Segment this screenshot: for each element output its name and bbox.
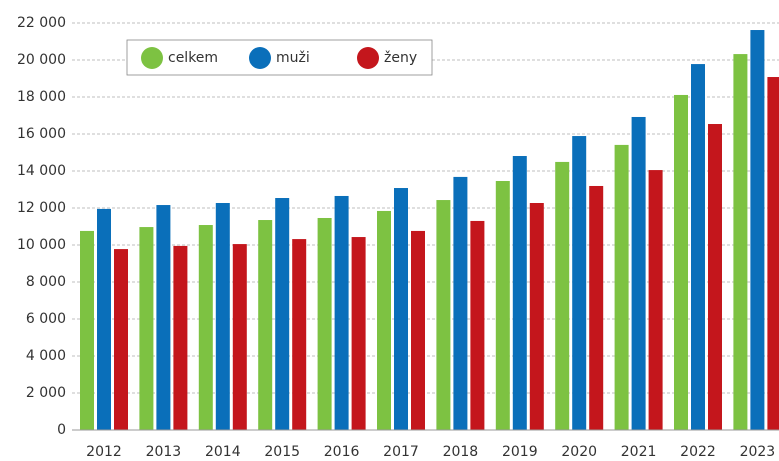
- bar: [572, 136, 587, 430]
- y-tick-label: 4 000: [26, 348, 66, 364]
- legend-box: [126, 39, 433, 76]
- x-tick-label: 2019: [502, 444, 538, 460]
- y-tick-label: 8 000: [26, 274, 66, 290]
- legend-label: celkem: [168, 50, 218, 66]
- x-tick-label: 2018: [443, 444, 479, 460]
- bar: [258, 220, 273, 430]
- bar: [292, 239, 307, 430]
- bar: [114, 249, 128, 430]
- x-tick-label: 2020: [561, 444, 597, 460]
- bar: [198, 225, 213, 430]
- x-tick-label: 2023: [740, 444, 776, 460]
- bar: [674, 94, 688, 430]
- bar: [555, 161, 570, 430]
- y-tick-label: 6 000: [26, 311, 66, 327]
- legend-swatch: [141, 47, 163, 69]
- bar: [156, 205, 171, 430]
- bar: [631, 116, 646, 430]
- legend-label: muži: [276, 50, 310, 66]
- bar: [614, 144, 629, 431]
- bar: [495, 180, 510, 430]
- bar: [215, 203, 230, 430]
- bar: [470, 220, 485, 430]
- bar: [334, 195, 349, 430]
- bar: [394, 188, 408, 430]
- bar: [139, 227, 154, 430]
- bar: [589, 185, 604, 430]
- bar: [275, 198, 290, 430]
- y-tick-label: 22 000: [17, 15, 66, 31]
- y-tick-label: 0: [57, 422, 66, 438]
- y-tick-label: 20 000: [17, 52, 66, 68]
- x-tick-label: 2013: [146, 444, 182, 460]
- y-tick-label: 10 000: [17, 237, 66, 253]
- bar: [232, 244, 247, 430]
- bar: [750, 30, 765, 431]
- bar: [97, 208, 111, 430]
- x-tick-label: 2021: [621, 444, 657, 460]
- y-tick-label: 2 000: [26, 385, 66, 401]
- bar: [317, 217, 332, 430]
- bar: [512, 156, 527, 430]
- bar: [377, 210, 391, 430]
- bar: [691, 64, 705, 430]
- bar: [453, 176, 468, 430]
- x-tick-label: 2016: [324, 444, 360, 460]
- bar: [411, 230, 425, 430]
- bar: [436, 200, 451, 430]
- x-tick-label: 2022: [680, 444, 716, 460]
- y-tick-label: 14 000: [17, 163, 66, 179]
- x-tick-label: 2014: [205, 444, 241, 460]
- x-tick-label: 2015: [264, 444, 300, 460]
- x-tick-label: 2012: [86, 444, 122, 460]
- bar: [173, 245, 188, 430]
- y-tick-label: 18 000: [17, 89, 66, 105]
- bar: [708, 124, 722, 430]
- y-tick-label: 16 000: [17, 126, 66, 142]
- bar: [767, 77, 779, 431]
- bar: [80, 230, 94, 430]
- bar: [529, 203, 544, 430]
- bar: [351, 237, 366, 430]
- bar: [733, 54, 748, 430]
- x-tick-label: 2017: [383, 444, 419, 460]
- y-tick-label: 12 000: [17, 200, 66, 216]
- bar: [648, 170, 663, 430]
- legend-swatch: [357, 47, 379, 69]
- legend-swatch: [249, 47, 271, 69]
- legend-label: ženy: [384, 50, 417, 66]
